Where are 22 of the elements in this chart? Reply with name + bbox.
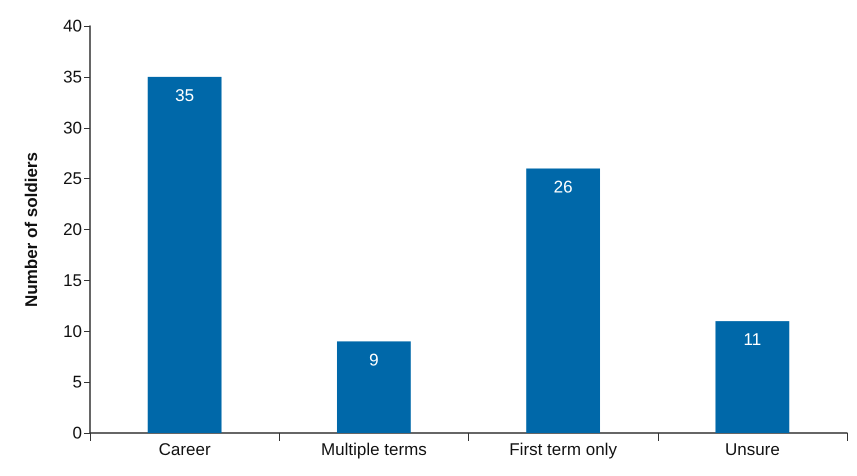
y-tick-label: 5 <box>72 372 82 392</box>
data-label: 9 <box>369 350 379 370</box>
y-tick-label: 10 <box>63 322 82 341</box>
y-axis-title: Number of soldiers <box>22 152 41 307</box>
y-tick-label: 0 <box>72 424 82 442</box>
bar <box>148 76 222 433</box>
bar <box>336 341 411 433</box>
y-tick-label: 25 <box>63 169 82 188</box>
x-tick-label: Career <box>158 440 211 459</box>
bar <box>526 168 600 433</box>
bar <box>715 321 790 433</box>
x-tick-label: Unsure <box>724 440 780 459</box>
x-tick-label: Multiple terms <box>320 440 427 459</box>
y-tick-label: 40 <box>63 16 82 36</box>
data-label: 11 <box>744 330 762 350</box>
y-tick-label: 35 <box>63 67 82 86</box>
y-tick-label: 15 <box>63 270 82 290</box>
data-label: 26 <box>554 177 573 196</box>
x-tick-label: First term only <box>509 440 618 459</box>
y-tick-label: 20 <box>63 220 82 239</box>
y-tick-label: 30 <box>63 118 82 138</box>
data-label: 35 <box>175 86 194 105</box>
